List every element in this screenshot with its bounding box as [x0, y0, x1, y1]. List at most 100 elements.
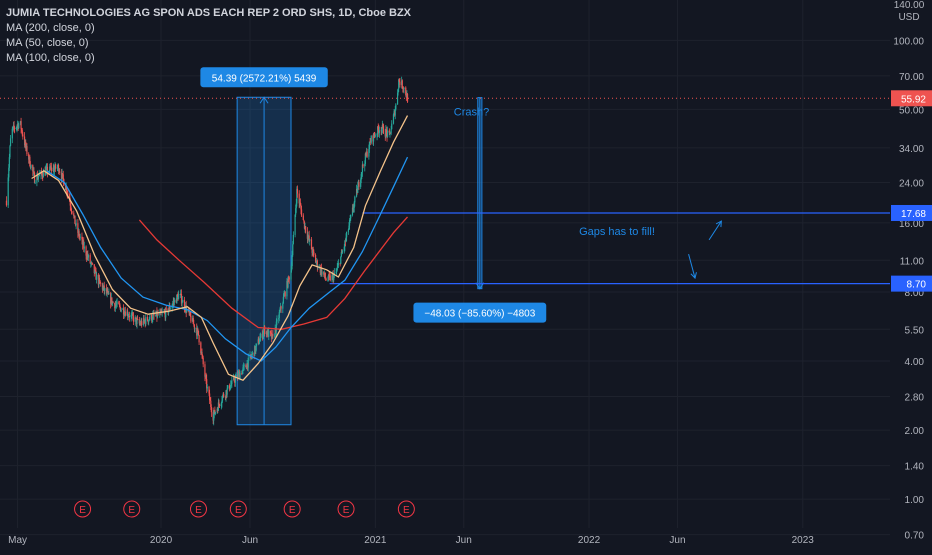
candle-body[interactable]	[329, 275, 331, 281]
candle-body[interactable]	[83, 246, 85, 249]
candle-body[interactable]	[402, 87, 404, 89]
candle-body[interactable]	[378, 130, 381, 133]
candle-body[interactable]	[387, 130, 389, 137]
candle-body[interactable]	[115, 304, 118, 306]
candle-body[interactable]	[325, 278, 327, 281]
candle-body[interactable]	[208, 386, 210, 394]
annotation-text[interactable]: Gaps has to fill!	[579, 226, 655, 238]
candle-body[interactable]	[296, 188, 299, 194]
candle-body[interactable]	[368, 141, 371, 150]
candle-body[interactable]	[53, 168, 56, 172]
candle-body[interactable]	[243, 365, 245, 367]
candle-body[interactable]	[227, 385, 229, 389]
candle-body[interactable]	[286, 281, 288, 297]
candle-body[interactable]	[320, 268, 323, 275]
candle-body[interactable]	[317, 267, 319, 269]
candle-body[interactable]	[353, 202, 355, 208]
candle-body[interactable]	[107, 291, 109, 295]
annotation-text[interactable]: Crash?	[454, 107, 489, 119]
candle-body[interactable]	[374, 135, 376, 137]
candle-body[interactable]	[268, 330, 270, 337]
candle-body[interactable]	[237, 373, 239, 378]
candle-body[interactable]	[405, 87, 407, 95]
candle-body[interactable]	[233, 377, 235, 382]
candle-body[interactable]	[305, 226, 307, 232]
candle-body[interactable]	[284, 292, 286, 297]
candle-body[interactable]	[98, 278, 100, 285]
candle-body[interactable]	[197, 328, 199, 331]
candle-body[interactable]	[182, 299, 184, 303]
candle-body[interactable]	[77, 223, 79, 233]
candle-body[interactable]	[151, 319, 153, 321]
candle-body[interactable]	[127, 311, 129, 317]
candle-body[interactable]	[399, 81, 401, 85]
candle-body[interactable]	[392, 114, 395, 124]
candle-body[interactable]	[354, 196, 356, 203]
candle-body[interactable]	[231, 379, 233, 385]
candle-body[interactable]	[271, 334, 273, 339]
candle-body[interactable]	[37, 177, 39, 180]
candle-body[interactable]	[310, 239, 313, 250]
candle-body[interactable]	[336, 267, 338, 271]
candle-body[interactable]	[100, 282, 102, 284]
candle-body[interactable]	[229, 388, 231, 390]
candle-body[interactable]	[306, 231, 309, 239]
candle-body[interactable]	[226, 388, 228, 395]
candle-body[interactable]	[149, 315, 151, 320]
candle-body[interactable]	[300, 205, 302, 210]
candle-body[interactable]	[388, 130, 390, 133]
candle-body[interactable]	[78, 231, 80, 237]
candle-body[interactable]	[401, 80, 403, 88]
candle-body[interactable]	[396, 92, 399, 105]
annotation-arrow[interactable]	[708, 220, 722, 241]
candle-body[interactable]	[89, 255, 91, 264]
candle-body[interactable]	[107, 291, 109, 293]
candle-body[interactable]	[251, 352, 253, 355]
candle-body[interactable]	[381, 124, 383, 129]
currency-box[interactable]: 140.00 USD	[890, 0, 928, 24]
candle-body[interactable]	[70, 205, 72, 209]
legend-ma50[interactable]: MA (50, close, 0)	[6, 37, 89, 49]
candle-body[interactable]	[262, 330, 265, 335]
candle-body[interactable]	[159, 311, 161, 315]
candle-body[interactable]	[209, 393, 211, 401]
candle-body[interactable]	[155, 315, 157, 317]
candle-body[interactable]	[93, 264, 95, 273]
candle-body[interactable]	[205, 376, 207, 380]
candle-body[interactable]	[288, 277, 290, 280]
price-badge[interactable]	[891, 90, 932, 107]
candle-body[interactable]	[385, 129, 388, 133]
candle-body[interactable]	[337, 263, 340, 265]
candle-body[interactable]	[142, 317, 145, 325]
candle-body[interactable]	[217, 402, 220, 411]
candle-body[interactable]	[385, 129, 387, 137]
candle-body[interactable]	[79, 236, 81, 238]
candle-body[interactable]	[348, 220, 351, 226]
candle-body[interactable]	[59, 171, 61, 173]
candle-body[interactable]	[328, 274, 330, 276]
candle-body[interactable]	[250, 356, 252, 358]
candle-body[interactable]	[269, 330, 272, 334]
candle-body[interactable]	[15, 127, 17, 130]
candle-body[interactable]	[349, 218, 351, 221]
candle-body[interactable]	[218, 402, 220, 405]
candle-body[interactable]	[42, 171, 44, 178]
candle-body[interactable]	[13, 125, 15, 128]
candle-body[interactable]	[20, 121, 22, 129]
candle-body[interactable]	[235, 374, 237, 378]
candle-body[interactable]	[377, 126, 379, 130]
moving-average-line[interactable]	[46, 156, 409, 362]
candle-body[interactable]	[136, 319, 139, 320]
earnings-marker[interactable]	[189, 500, 207, 518]
candle-body[interactable]	[314, 254, 317, 263]
candle-body[interactable]	[30, 165, 32, 169]
candle-body[interactable]	[360, 179, 362, 187]
candle-body[interactable]	[403, 87, 405, 90]
candle-body[interactable]	[116, 301, 118, 305]
candle-body[interactable]	[123, 314, 125, 316]
candle-body[interactable]	[106, 291, 108, 294]
candle-body[interactable]	[71, 211, 73, 214]
measure-label-box[interactable]	[413, 302, 547, 323]
candle-body[interactable]	[193, 324, 195, 329]
